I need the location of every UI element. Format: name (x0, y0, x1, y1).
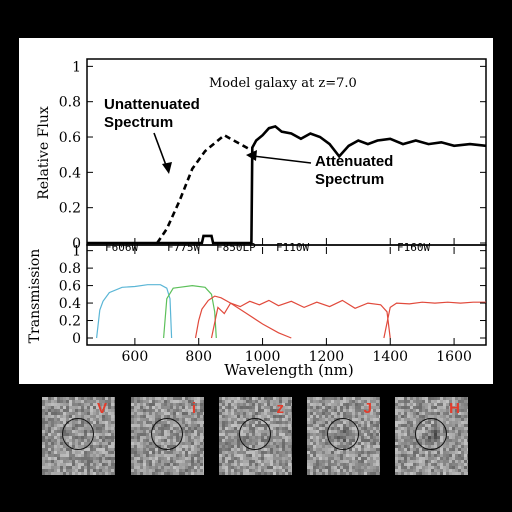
wavelength-xtick-label: 1200 (309, 349, 345, 365)
filter-label-f850lp: F850LP (216, 241, 256, 254)
transmission-ytick-label: 0.6 (59, 279, 81, 295)
thumbnail-band-label: J (363, 400, 372, 417)
wavelength-xtick-label: 1400 (372, 349, 408, 365)
chart-panel: 0 0.2 0.4 0.6 0.8 1 0 0.2 0.4 0.6 0.8 1 600 800 1000 12… (19, 38, 493, 384)
aperture-circle (62, 418, 94, 450)
filter-label-f775w: F775W (167, 241, 200, 254)
thumbnail-noise (219, 397, 292, 475)
transmission-ytick-label: 0.4 (59, 296, 81, 312)
aperture-circle (151, 418, 183, 450)
flux-ylabel: Relative Flux (36, 106, 52, 200)
filter-curve-f606w (96, 284, 173, 339)
transmission-ytick-label: 1 (72, 244, 81, 260)
transmission-ytick-label: 0 (72, 331, 81, 347)
flux-series-unattenuated (156, 133, 251, 244)
thumbnail-noise (395, 397, 468, 475)
transmission-ytick-label: 0.2 (59, 314, 81, 330)
filter-label-f110w: F110W (276, 241, 309, 254)
wavelength-xtick-label: 600 (122, 349, 149, 365)
aperture-circle (415, 418, 447, 450)
thumbnail-z: z (219, 397, 292, 475)
wavelength-xtick-label: 1000 (245, 349, 281, 365)
thumbnail-band-label: z (276, 400, 285, 417)
filter-curve-f850lp (194, 295, 292, 339)
flux-ytick-label: 1 (72, 59, 81, 75)
annotation-unattenuated-line2: Spectrum (104, 114, 173, 131)
transmission-ytick-label: 0.8 (59, 261, 81, 277)
flux-series-attenuated (87, 124, 487, 245)
wavelength-xlabel: Wavelength (nm) (224, 361, 353, 379)
annotation-attenuated-line2: Spectrum (315, 171, 384, 188)
aperture-circle (327, 418, 359, 450)
thumbnail-band-label: i (191, 400, 196, 417)
flux-ytick-label: 0.2 (59, 201, 81, 217)
flux-title: Model galaxy at z=7.0 (209, 76, 357, 91)
wavelength-xtick-label: 800 (185, 349, 212, 365)
thumbnail-v: V (42, 397, 115, 475)
annotation-unattenuated-line1: Unattenuated (104, 96, 200, 113)
transmission-plot-frame (86, 244, 487, 346)
wavelength-xtick-label: 1600 (436, 349, 472, 365)
thumbnail-i: i (131, 397, 204, 475)
filter-label-f160w: F160W (397, 241, 430, 254)
thumbnail-band-label: H (449, 400, 460, 417)
attenuated-arrow (246, 150, 312, 164)
thumbnail-h: H (395, 397, 468, 475)
filter-curve-f160w (383, 301, 486, 339)
filter-curve-f775w (163, 284, 217, 339)
annotation-attenuated-line1: Attenuated (315, 153, 393, 170)
flux-ytick-label: 0.4 (59, 165, 81, 181)
aperture-circle (239, 418, 271, 450)
filter-curve-f110w (210, 299, 391, 339)
thumbnail-band-label: V (96, 400, 107, 417)
transmission-ylabel: Transmission (27, 249, 43, 344)
flux-ytick-label: 0.8 (59, 95, 81, 111)
thumbnail-j: J (307, 397, 380, 475)
unattenuated-arrow (153, 132, 172, 174)
flux-ytick-label: 0.6 (59, 130, 81, 146)
flux-ytick-label: 0 (72, 236, 81, 252)
filter-label-f606w: F606W (105, 241, 138, 254)
